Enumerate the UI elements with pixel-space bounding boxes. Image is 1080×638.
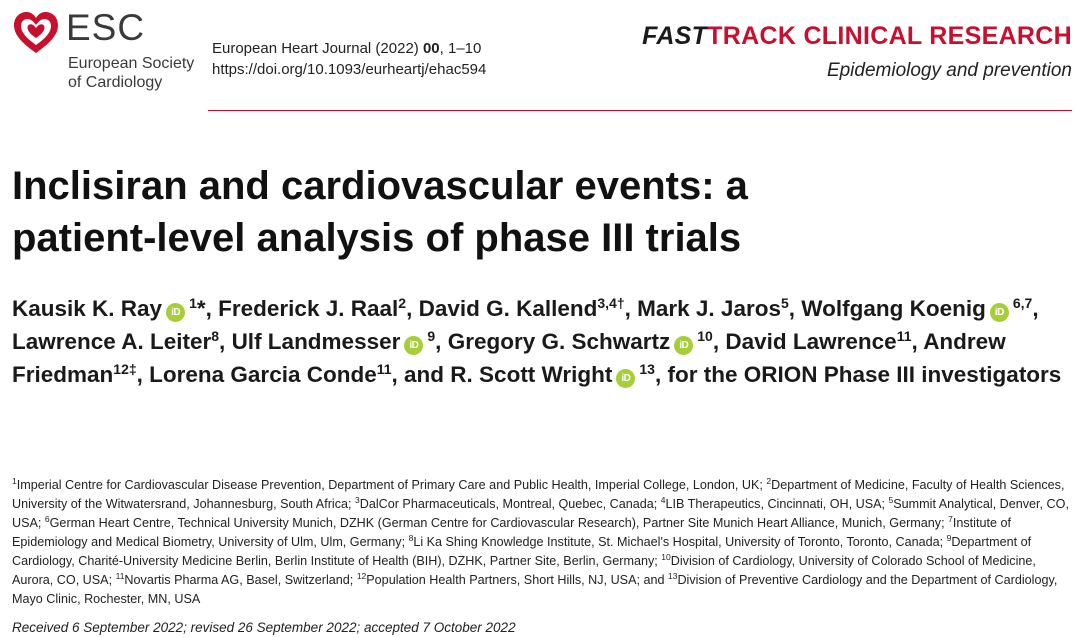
doi-link[interactable]: https://doi.org/10.1093/eurheartj/ehac59… (212, 61, 487, 78)
affiliation-text: Li Ka Shing Knowledge Institute, St. Mic… (413, 535, 947, 549)
affiliation-text: German Heart Centre, Technical Universit… (49, 516, 949, 530)
affiliation-text: Department of Cardiology, Charité-Univer… (12, 535, 1032, 568)
affiliation-text: DalCor Pharmaceuticals, Montreal, Quebec… (359, 497, 661, 511)
affiliation-number: 7 (948, 514, 953, 524)
affiliation-number: 11 (115, 571, 125, 581)
society-name-line2: of Cardiology (68, 74, 163, 91)
author-separator: , (406, 296, 419, 321)
section-label: Epidemiology and prevention (826, 60, 1072, 81)
title-line-2: patient-level analysis of phase III tria… (12, 216, 742, 260)
author-affiliation-sup: 13 (639, 361, 655, 377)
affiliation-number: 3 (355, 495, 360, 505)
author-affiliation-sup: 9 (427, 328, 436, 344)
affiliation-text: LIB Therapeutics, Cincinnati, OH, USA; (665, 497, 889, 511)
author-name[interactable]: Lawrence A. Leiter (12, 329, 212, 354)
affiliation-text: Summit Analytical, Denver, CO, USA; (12, 497, 1069, 530)
author-affiliation-sup: 2 (398, 295, 407, 311)
esc-heart-logo-icon (14, 12, 58, 53)
author-name[interactable]: Gregory G. Schwartz (447, 329, 671, 354)
header-divider (208, 110, 1072, 111)
affiliation-number: 6 (44, 514, 50, 524)
author-affiliation-sup: 3,4† (597, 295, 625, 311)
author-separator: , (911, 329, 924, 354)
affiliation-text: Institute of Epidemiology and Medical Bi… (12, 516, 1011, 549)
journal-citation: European Heart Journal (2022) 00, 1–10 h… (212, 38, 486, 80)
author-separator: , (788, 296, 802, 321)
author-group: for the ORION Phase III investigators (667, 362, 1062, 387)
author-affiliation-sup: 6,7 (1012, 295, 1033, 311)
author-affiliation-sup: 12‡ (113, 361, 137, 377)
orcid-icon[interactable]: iD (616, 369, 636, 388)
affiliations: 1Imperial Centre for Cardiovascular Dise… (12, 476, 1074, 609)
affiliation-text: Imperial Centre for Cardiovascular Disea… (16, 478, 767, 492)
author-affiliation-sup: 11 (896, 328, 912, 344)
affiliation-number: 13 (667, 571, 678, 581)
affiliation-text: Division of Cardiology, University of Co… (12, 554, 1036, 587)
author-separator: , (624, 296, 638, 321)
journal-reference: European Heart Journal (2022) 00, 1–10 (212, 38, 486, 59)
author-name[interactable]: Kausik K. Ray (12, 296, 163, 321)
author-affiliation-sup: 8 (211, 328, 220, 344)
affiliation-number: 8 (408, 533, 414, 543)
affiliation-number: 4 (660, 495, 666, 505)
journal-name: European Heart Journal (2022) (212, 40, 423, 57)
affiliation-number: 10 (661, 552, 671, 562)
affiliation-number: 5 (888, 495, 894, 505)
journal-pages: , 1–10 (439, 40, 482, 57)
author-affiliation-sup: 5 (780, 295, 789, 311)
author-name[interactable]: Wolfgang Koenig (801, 296, 986, 321)
orcid-icon[interactable]: iD (404, 336, 424, 355)
track-label: TRACK CLINICAL RESEARCH (707, 22, 1072, 50)
author-affiliation-sup: 1 (189, 295, 197, 311)
author-name[interactable]: Mark J. Jaros (637, 296, 781, 321)
author-affiliation-sup: 10 (697, 328, 713, 344)
author-list: Kausik K. Ray iD1*, Frederick J. Raal2, D… (12, 295, 1062, 388)
author-name[interactable]: Lorena Garcia Conde (149, 362, 377, 387)
author-separator: , (136, 362, 150, 387)
esc-wordmark: ESC (66, 7, 146, 48)
author-separator: , (219, 329, 232, 354)
author-name[interactable]: David G. Kallend (418, 296, 598, 321)
title-line-1: Inclisiran and cardiovascular events: a (12, 164, 748, 208)
affiliation-text: Population Health Partners, Short Hills,… (366, 573, 668, 587)
received-dates: Received 6 September 2022; revised 26 Se… (12, 620, 516, 635)
article-title: Inclisiran and cardiovascular events: a p… (12, 160, 1012, 264)
affiliation-number: 1 (12, 476, 17, 486)
affiliation-number: 9 (946, 533, 952, 543)
journal-header: ESC European Society of Cardiology Europ… (0, 0, 1080, 112)
fast-label: FAST (642, 22, 708, 50)
affiliation-number: 12 (356, 571, 367, 581)
author-name[interactable]: Ulf Landmesser (231, 329, 401, 354)
affiliation-text: Novartis Pharma AG, Basel, Switzerland; (124, 573, 357, 587)
author-name[interactable]: Andrew Friedman (12, 329, 1006, 387)
author-name[interactable]: Frederick J. Raal (218, 296, 399, 321)
orcid-icon[interactable]: iD (989, 303, 1009, 322)
corresponding-author-mark: * (196, 296, 206, 321)
author-separator: , and (391, 362, 451, 387)
affiliation-number: 2 (766, 476, 772, 486)
article-type-label: FASTTRACK CLINICAL RESEARCH (642, 22, 1072, 51)
society-name: European Society of Cardiology (68, 54, 194, 92)
author-affiliation-sup: 11 (376, 361, 392, 377)
affiliation-text: Department of Medicine, Faculty of Healt… (12, 478, 1065, 511)
orcid-icon[interactable]: iD (674, 336, 694, 355)
author-name[interactable]: R. Scott Wright (450, 362, 613, 387)
society-name-line1: European Society (68, 55, 195, 72)
author-name[interactable]: David Lawrence (725, 329, 897, 354)
orcid-icon[interactable]: iD (166, 303, 186, 322)
affiliation-text: Division of Preventive Cardiology and th… (12, 573, 1058, 606)
journal-volume: 00 (422, 40, 440, 57)
